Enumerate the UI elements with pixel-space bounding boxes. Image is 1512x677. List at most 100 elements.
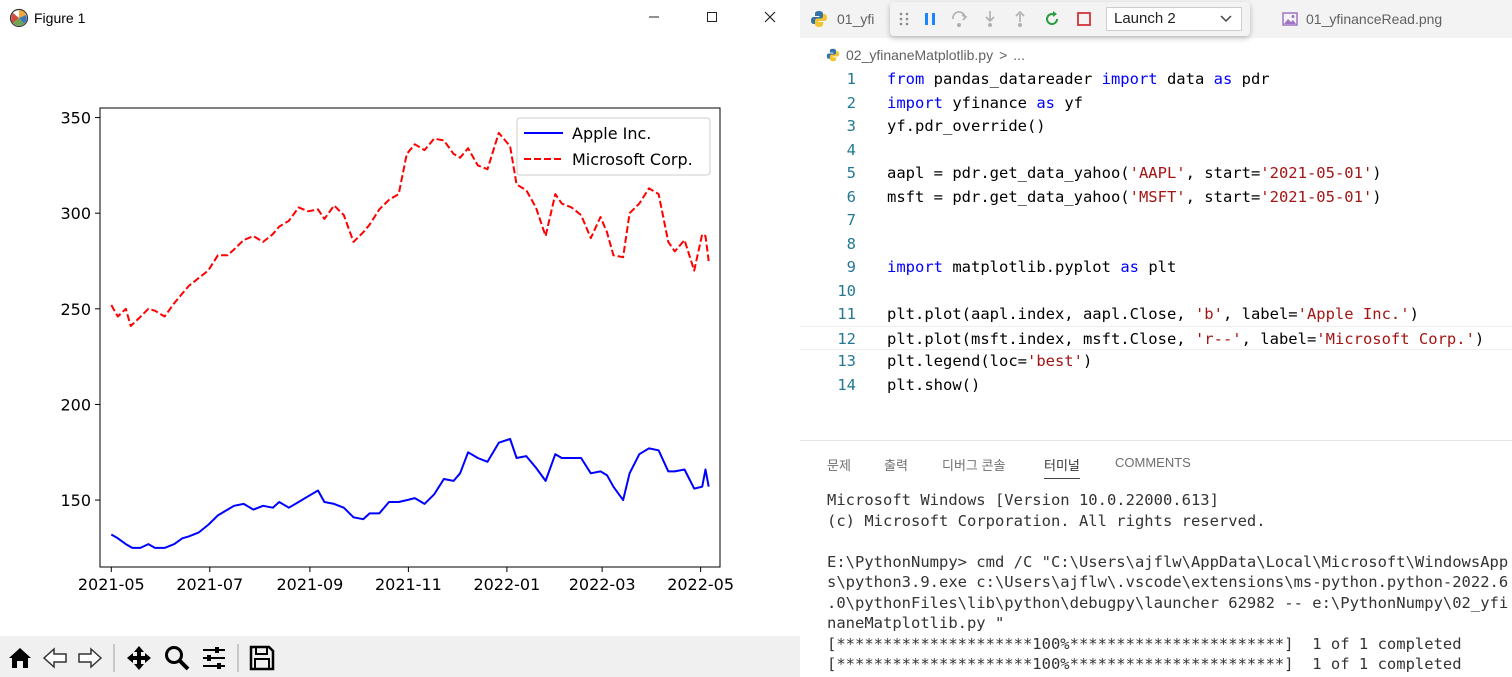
terminal-line: [*********************100%**************…	[827, 634, 1462, 653]
forward-arrow-icon	[78, 647, 103, 669]
code-line[interactable]: 8	[800, 232, 1512, 256]
breadcrumb-file[interactable]: 02_yfinaneMatplotlib.py	[846, 47, 994, 63]
zoom-button[interactable]	[160, 642, 194, 674]
x-tick-label: 2021-09	[276, 575, 343, 594]
forward-button[interactable]	[73, 642, 107, 674]
legend-label: Apple Inc.	[572, 124, 651, 143]
code-text: plt.legend(loc=	[887, 352, 1027, 370]
code-editor[interactable]: 1 from pandas_datareader import data as p…	[800, 67, 1512, 437]
code-text: aapl = pdr.get_data_yahoo(	[887, 164, 1130, 182]
panel-tab-output[interactable]: 출력	[884, 458, 908, 473]
minimize-icon	[649, 16, 659, 18]
stop-button[interactable]	[1072, 7, 1096, 31]
line-number: 4	[846, 140, 856, 159]
tab-label: 01_yfinanceRead.png	[1306, 11, 1443, 27]
code-line[interactable]: 12 plt.plot(msft.index, msft.Close, 'r--'…	[800, 325, 1512, 350]
panel-tab-debug-console[interactable]: 디버그 콘솔	[942, 458, 1006, 473]
legend-frame	[516, 117, 711, 176]
x-tick-label: 2022-03	[569, 575, 636, 594]
maximize-button[interactable]	[683, 0, 741, 34]
line-code: import matplotlib.pyplot as plt	[887, 255, 1176, 279]
terminal-output[interactable]: Microsoft Windows [Version 10.0.22000.61…	[827, 490, 1508, 675]
code-text: , start=	[1185, 164, 1261, 182]
code-line[interactable]: 2 import yfinance as yf	[800, 91, 1512, 115]
pan-button[interactable]	[122, 642, 156, 674]
step-over-button[interactable]	[948, 7, 972, 31]
toolbar-separator	[113, 644, 115, 672]
vscode-window: 01_yfi 01_yfinanceRead.png	[800, 0, 1512, 677]
code-line[interactable]: 1 from pandas_datareader import data as p…	[800, 67, 1512, 91]
code-keyword: as	[1036, 93, 1055, 112]
line-code: plt.plot(aapl.index, aapl.Close, 'b', la…	[887, 302, 1419, 326]
code-text: plt.plot(msft.index, msft.Close,	[887, 329, 1195, 348]
line-code: aapl = pdr.get_data_yahoo('AAPL', start=…	[887, 161, 1382, 185]
maximize-icon	[707, 12, 717, 22]
code-text: , start=	[1185, 187, 1261, 206]
bottom-panel: 문제 출력 디버그 콘솔 터미널 COMMENTS Microsoft Wind…	[800, 440, 1512, 677]
back-button[interactable]	[38, 642, 72, 674]
chevron-down-icon	[1220, 15, 1232, 23]
code-text: )	[1372, 187, 1382, 206]
restart-button[interactable]	[1040, 7, 1064, 31]
minimize-button[interactable]	[625, 0, 683, 34]
home-button[interactable]	[3, 642, 37, 674]
breadcrumb: 02_yfinaneMatplotlib.py > ...	[826, 44, 1025, 66]
pause-button[interactable]	[918, 7, 942, 31]
terminal-line	[827, 531, 1507, 552]
step-into-button[interactable]	[978, 7, 1002, 31]
home-icon	[9, 648, 31, 668]
code-line[interactable]: 13 plt.legend(loc='best')	[800, 349, 1512, 373]
series-layer	[110, 131, 710, 549]
launch-config-select[interactable]: Launch 2	[1106, 7, 1242, 31]
legend-label: Microsoft Corp.	[572, 150, 693, 169]
code-text: plt.show()	[887, 375, 981, 394]
breadcrumb-symbols[interactable]: ...	[1013, 47, 1025, 63]
code-line[interactable]: 10	[800, 279, 1512, 303]
panel-tab-problems[interactable]: 문제	[827, 458, 851, 473]
step-out-icon	[1015, 10, 1025, 27]
code-string: '2021-05-01'	[1260, 187, 1373, 206]
code-text: plt	[1138, 258, 1177, 276]
pause-icon	[925, 13, 935, 25]
close-button[interactable]	[741, 0, 799, 34]
panel-tab-terminal[interactable]: 터미널	[1044, 455, 1080, 479]
tab-label: 01_yfi	[837, 11, 875, 27]
code-keyword: as	[1213, 70, 1233, 88]
configure-subplots-button[interactable]	[197, 642, 231, 674]
drag-handle-icon	[899, 12, 909, 26]
code-text: plt.plot(aapl.index, aapl.Close,	[887, 305, 1195, 323]
launch-config-value: Launch 2	[1114, 10, 1176, 27]
panel-tab-comments[interactable]: COMMENTS	[1115, 455, 1191, 470]
line-number: 3	[846, 117, 856, 135]
figure-titlebar[interactable]: Figure 1	[0, 0, 800, 36]
code-string: 'Microsoft Corp.'	[1316, 329, 1475, 348]
code-line[interactable]: 9 import matplotlib.pyplot as plt	[800, 255, 1512, 279]
plot-canvas[interactable]: 150 200 250 300 350 2021-05 2021-07 2021-09 2021…	[0, 40, 800, 636]
code-line[interactable]: 5 aapl = pdr.get_data_yahoo('AAPL', start…	[800, 161, 1512, 185]
code-line[interactable]: 14 plt.show()	[800, 373, 1512, 397]
line-number: 12	[837, 329, 856, 348]
code-text: , label=	[1241, 329, 1317, 348]
code-line[interactable]: 7	[800, 208, 1512, 232]
tab-01-yfinanceread-png[interactable]: 01_yfinanceRead.png	[1264, 0, 1512, 38]
code-text: )	[1474, 329, 1485, 348]
line-number: 13	[837, 352, 856, 370]
line-number: 8	[846, 234, 856, 253]
code-line[interactable]: 6 msft = pdr.get_data_yahoo('MSFT', start…	[800, 185, 1512, 209]
tab-01-yfinance-py[interactable]: 01_yfi	[810, 0, 874, 38]
code-string: '2021-05-01'	[1260, 164, 1373, 182]
code-line[interactable]: 3 yf.pdr_override()	[800, 114, 1512, 138]
close-icon	[764, 11, 776, 23]
series-line-microsoft	[110, 131, 710, 327]
debug-toolbar: Launch 2	[890, 2, 1250, 36]
step-out-button[interactable]	[1008, 7, 1032, 31]
code-line[interactable]: 11 plt.plot(aapl.index, aapl.Close, 'b', …	[800, 302, 1512, 326]
pan-icon	[127, 646, 151, 670]
line-code: plt.legend(loc='best')	[887, 349, 1092, 373]
terminal-line: naneMatplotlib.py "	[827, 614, 1005, 632]
save-icon	[249, 645, 275, 671]
save-button[interactable]	[245, 642, 279, 674]
axes-frame	[99, 107, 721, 568]
code-line[interactable]: 4	[800, 138, 1512, 162]
debug-drag-handle[interactable]	[892, 7, 916, 31]
